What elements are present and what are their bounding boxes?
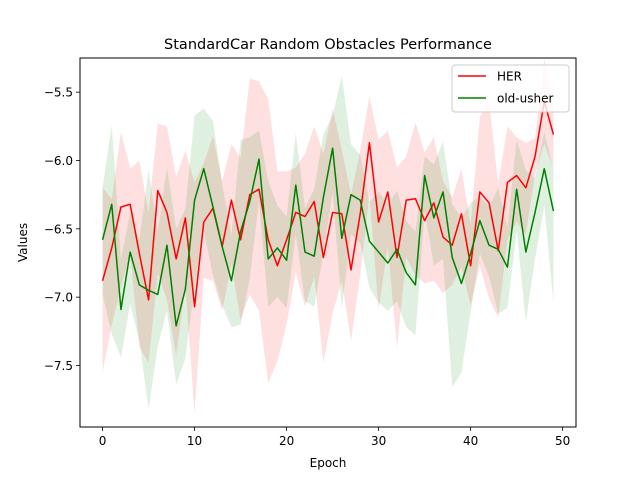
chart-title: StandardCar Random Obstacles Performance: [164, 37, 492, 53]
x-tick-label: 20: [279, 434, 294, 448]
y-axis-label: Values: [16, 223, 30, 262]
x-tick-label: 40: [463, 434, 478, 448]
y-tick-label: −5.5: [44, 86, 73, 100]
x-tick-label: 30: [371, 434, 386, 448]
y-tick-label: −7.5: [44, 359, 73, 373]
series-line-old-usher: [101, 147, 555, 327]
legend: HER old-usher: [451, 64, 570, 113]
plot-area: [101, 59, 555, 414]
y-axis-ticks: −7.5 −7.0 −6.5 −6.0 −5.5: [44, 86, 80, 373]
y-tick-label: −6.0: [44, 154, 73, 168]
legend-label-HER: HER: [497, 70, 522, 84]
x-axis-label: Epoch: [310, 456, 347, 470]
legend-label-old-usher: old-usher: [497, 92, 553, 106]
x-tick-label: 10: [187, 434, 202, 448]
y-tick-label: −6.5: [44, 222, 73, 236]
x-tick-label: 50: [555, 434, 570, 448]
confidence-band-old-usher: [102, 75, 554, 410]
series-line-HER: [101, 100, 555, 308]
y-tick-label: −7.0: [44, 291, 73, 305]
axes-frame: [79, 57, 577, 428]
x-axis-ticks: 0 10 20 30 40 50: [99, 427, 570, 448]
x-tick-label: 0: [99, 434, 107, 448]
